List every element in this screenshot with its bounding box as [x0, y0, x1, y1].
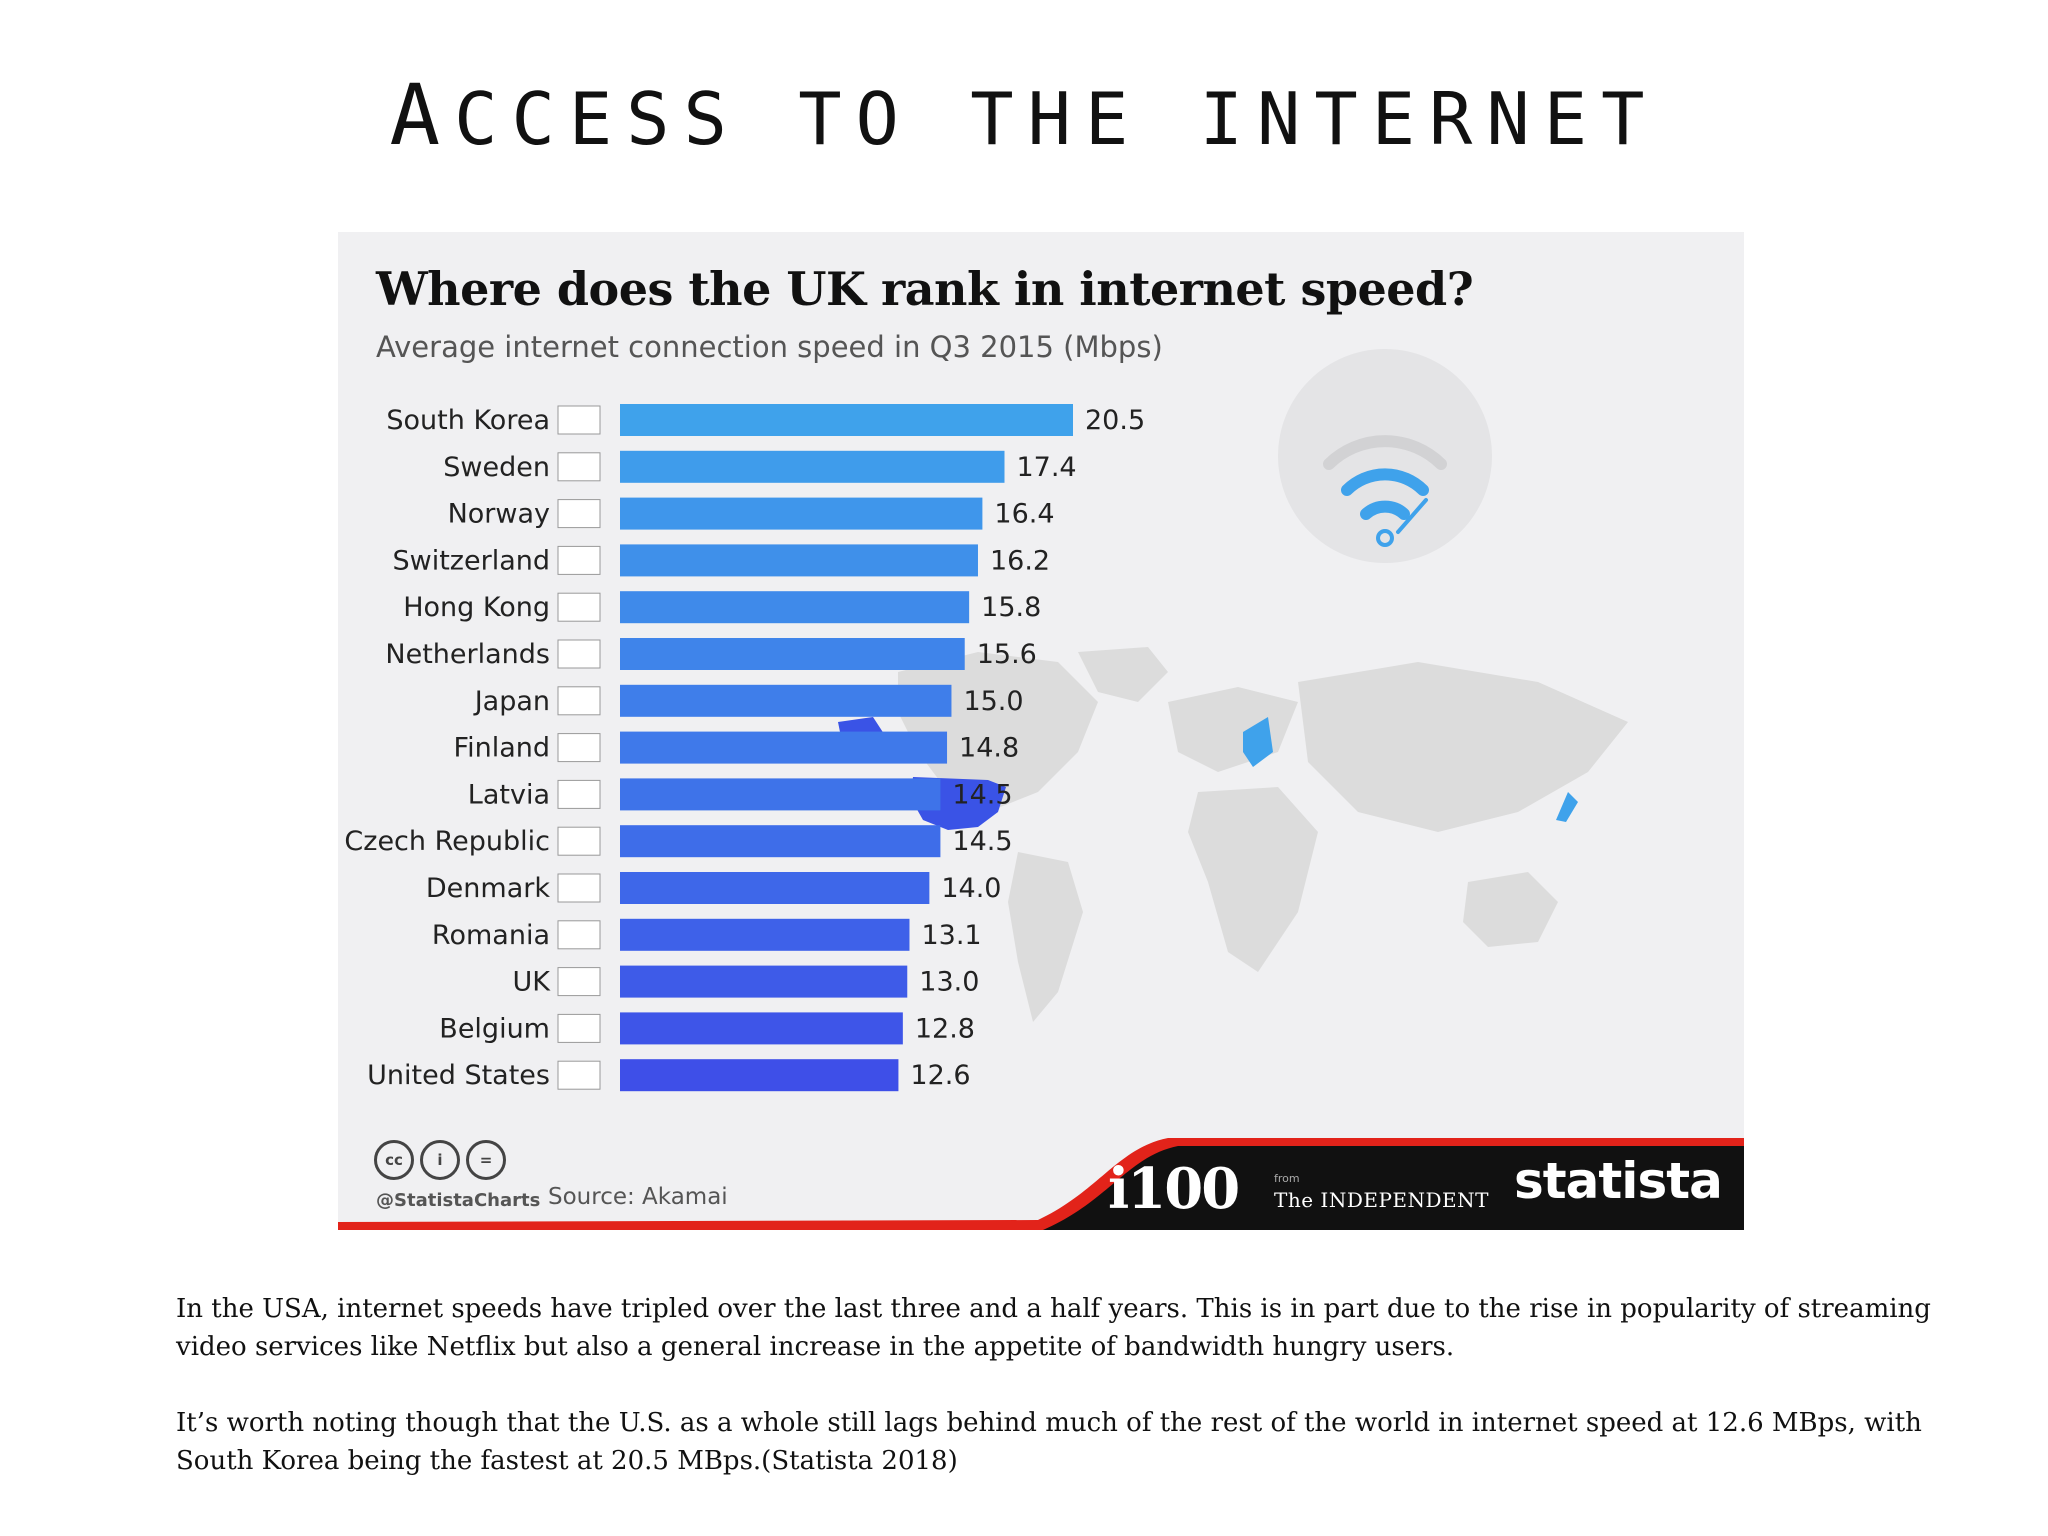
- bar-value-sweden: 17.4: [1016, 452, 1076, 483]
- flag-icon-latvia: [557, 779, 601, 809]
- map-europe: [1168, 687, 1298, 772]
- statista-logo: statista: [1514, 1152, 1723, 1210]
- bar-value-switzerland: 16.2: [990, 545, 1050, 576]
- bar-value-norway: 16.4: [994, 499, 1054, 530]
- cc-icon: cc: [374, 1140, 414, 1180]
- flag-icon-sweden: [557, 452, 601, 482]
- flag-icon-japan: [557, 686, 601, 716]
- body-paragraph-1: In the USA, internet speeds have tripled…: [176, 1294, 1931, 1362]
- flag-icon-south-korea: [557, 405, 601, 435]
- bar-norway: [620, 497, 983, 530]
- bar-czech-republic: [620, 825, 941, 858]
- bar-japan: [620, 684, 952, 717]
- bar-romania: [620, 918, 910, 951]
- bar-label-finland: Finland: [454, 733, 550, 764]
- bar-south-korea: [620, 404, 1073, 436]
- flag-icon-uk: [557, 967, 601, 997]
- attribution-icon: i: [420, 1140, 460, 1180]
- flag-icon-denmark: [557, 873, 601, 903]
- wifi-badge: [1278, 349, 1492, 563]
- map-australia: [1463, 872, 1558, 947]
- independent-logo: The INDEPENDENT: [1274, 1188, 1489, 1212]
- bar-label-japan: Japan: [473, 686, 550, 717]
- bar-label-norway: Norway: [448, 499, 550, 530]
- infographic: South Korea 20.5 Sweden 17.4 Norway 16.4 Switz…: [338, 232, 1744, 1230]
- flag-icon-finland: [557, 733, 601, 763]
- bar-label-switzerland: Switzerland: [393, 545, 551, 576]
- flag-icon-hong-kong: [557, 592, 601, 622]
- flag-icon-belgium: [557, 1013, 601, 1043]
- flag-icon-united-states: [557, 1060, 601, 1090]
- slide-title-cap: A: [389, 66, 455, 164]
- bar-label-latvia: Latvia: [468, 779, 550, 810]
- bar-label-south-korea: South Korea: [386, 405, 550, 436]
- bar-label-uk: UK: [513, 967, 552, 998]
- bar-netherlands: [620, 638, 965, 670]
- cc-license-icons: cc i =: [374, 1140, 512, 1180]
- chart-subtitle: Average internet connection speed in Q3 …: [376, 330, 1163, 364]
- bar-finland: [620, 731, 948, 764]
- wifi-badge-circle: [1278, 349, 1492, 563]
- body-paragraph-2: It’s worth noting though that the U.S. a…: [176, 1408, 1922, 1476]
- flag-icon-netherlands: [557, 639, 601, 669]
- chart-title: Where does the UK rank in internet speed…: [376, 262, 1474, 316]
- bar-value-belgium: 12.8: [915, 1013, 975, 1044]
- map-japan: [1556, 792, 1578, 822]
- bar-switzerland: [620, 544, 978, 577]
- flag-icon-romania: [557, 920, 601, 950]
- bars-layer: South Korea 20.5 Sweden 17.4 Norway 16.4 Switz…: [344, 404, 1145, 1092]
- world-map: [838, 647, 1628, 1022]
- bar-value-south-korea: 20.5: [1085, 405, 1145, 436]
- bar-label-united-states: United States: [367, 1060, 550, 1091]
- bar-label-denmark: Denmark: [426, 873, 550, 904]
- bar-value-latvia: 14.5: [952, 779, 1012, 810]
- bar-belgium: [620, 1012, 903, 1045]
- flag-icon-switzerland: [557, 545, 601, 575]
- brand-from-text: from: [1274, 1172, 1300, 1185]
- bar-label-romania: Romania: [432, 920, 550, 951]
- map-asia: [1298, 662, 1628, 832]
- map-south-america: [1008, 852, 1083, 1022]
- bar-value-denmark: 14.0: [941, 873, 1001, 904]
- bar-denmark: [620, 872, 930, 904]
- bar-united-states: [620, 1059, 899, 1092]
- bar-value-uk: 13.0: [919, 967, 979, 998]
- bar-value-united-states: 12.6: [910, 1060, 970, 1091]
- footer-black-band: [1043, 1146, 1744, 1230]
- bar-value-hong-kong: 15.8: [981, 592, 1041, 623]
- bar-value-czech-republic: 14.5: [952, 826, 1012, 857]
- bar-value-finland: 14.8: [959, 733, 1019, 764]
- map-africa: [1188, 787, 1318, 972]
- map-greenland: [1078, 647, 1168, 702]
- bar-value-netherlands: 15.6: [977, 639, 1037, 670]
- bar-label-czech-republic: Czech Republic: [344, 826, 550, 857]
- wifi-icon: [1323, 435, 1447, 547]
- i100-logo: i100: [1108, 1156, 1240, 1222]
- bar-label-sweden: Sweden: [443, 452, 550, 483]
- flag-icon-czech-republic: [557, 826, 601, 856]
- bar-value-romania: 13.1: [921, 920, 981, 951]
- bar-label-belgium: Belgium: [439, 1013, 550, 1044]
- chart-canvas: South Korea 20.5 Sweden 17.4 Norway 16.4 Switz…: [338, 349, 1744, 1230]
- statista-credit: @StatistaCharts: [376, 1190, 541, 1211]
- bar-uk: [620, 965, 908, 998]
- bar-latvia: [620, 778, 941, 811]
- bar-sweden: [620, 450, 1005, 483]
- body-text: In the USA, internet speeds have tripled…: [176, 1290, 1946, 1518]
- slide-title-rest: CCESS TO THE INTERNET: [454, 77, 1659, 161]
- map-scandinavia: [1243, 717, 1273, 767]
- bar-label-hong-kong: Hong Kong: [403, 592, 550, 623]
- bar-label-netherlands: Netherlands: [385, 639, 550, 670]
- bar-value-japan: 15.0: [963, 686, 1023, 717]
- no-derivatives-icon: =: [466, 1140, 506, 1180]
- flag-icon-norway: [557, 499, 601, 529]
- slide-title: ACCESS TO THE INTERNET: [0, 66, 2048, 164]
- bar-hong-kong: [620, 591, 970, 624]
- chart-source: Source: Akamai: [548, 1184, 728, 1210]
